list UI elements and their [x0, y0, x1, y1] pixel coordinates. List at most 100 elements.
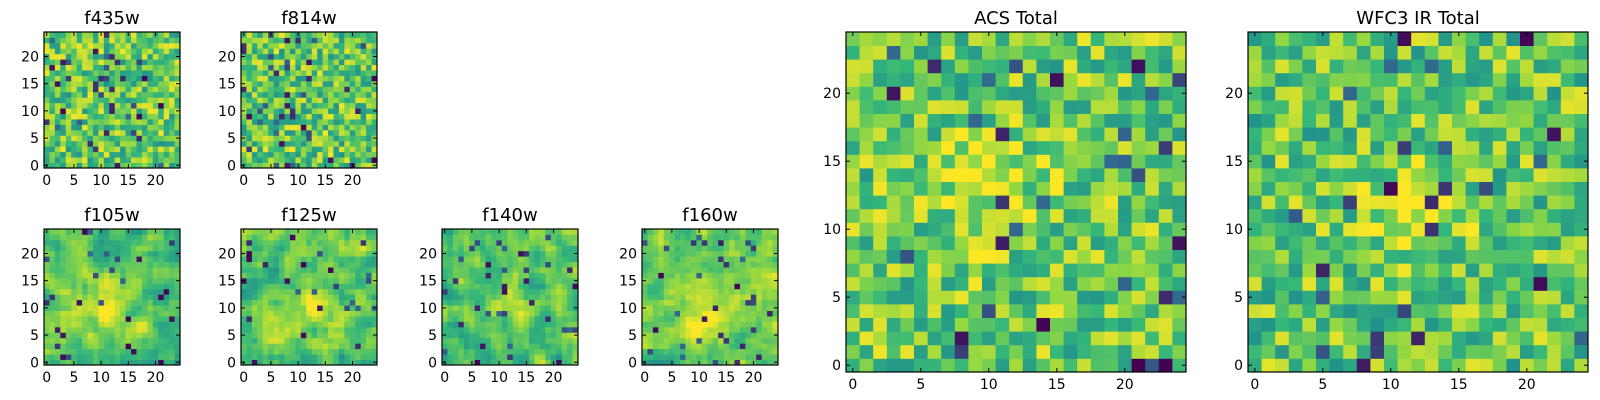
heatmap-cell	[311, 80, 318, 87]
heatmap-cell	[1438, 317, 1453, 332]
heatmap-cell	[1479, 32, 1494, 46]
heatmap-cell	[545, 343, 552, 350]
heatmap-cell	[317, 48, 323, 55]
heatmap-cell	[518, 294, 524, 301]
heatmap-cell	[71, 305, 78, 311]
heatmap-cell	[652, 348, 659, 355]
heatmap-cell	[322, 299, 329, 306]
heatmap-cell	[968, 127, 983, 142]
heatmap-cell	[92, 86, 99, 93]
heatmap-cell	[322, 59, 329, 66]
heatmap-cell	[114, 124, 121, 131]
heatmap-cell	[268, 321, 275, 328]
heatmap-cell	[1104, 290, 1119, 305]
heatmap-cell	[873, 195, 888, 210]
heatmap-cell	[685, 316, 692, 322]
heatmap-cell	[729, 294, 735, 301]
heatmap-cell	[712, 332, 719, 339]
heatmap-cell	[246, 256, 253, 263]
heatmap-cell	[1275, 222, 1290, 237]
heatmap-cell	[968, 304, 983, 318]
heatmap-cell	[114, 245, 121, 252]
heatmap-cell	[873, 290, 888, 305]
heatmap-cell	[366, 310, 372, 317]
heatmap-cell	[886, 168, 901, 182]
heatmap-cell	[262, 140, 269, 147]
heatmap-cell	[360, 348, 367, 355]
heatmap-cell	[1329, 59, 1344, 74]
heatmap-cell	[539, 245, 546, 252]
heatmap-cell	[1172, 127, 1187, 142]
heatmap-cell	[1009, 140, 1024, 155]
heatmap-cell	[120, 272, 126, 279]
heatmap-cell	[60, 53, 67, 60]
heatmap-cell	[534, 305, 541, 311]
heatmap-cell	[152, 59, 159, 66]
y-tick-label: 20	[823, 86, 841, 102]
heatmap-cell	[1356, 181, 1371, 196]
heatmap-cell	[1356, 154, 1371, 169]
heatmap-cell	[284, 299, 291, 306]
heatmap-cell	[927, 222, 942, 237]
heatmap-cell	[76, 80, 83, 87]
heatmap-cell	[328, 272, 334, 279]
heatmap-cell	[333, 70, 340, 76]
heatmap-cell	[289, 102, 296, 109]
heatmap-cell	[60, 108, 67, 114]
heatmap-cell	[125, 354, 132, 360]
heatmap-cell	[76, 108, 83, 114]
heatmap-cell	[49, 310, 56, 317]
heatmap-cell	[152, 129, 159, 136]
heatmap-cell	[1506, 86, 1521, 101]
heatmap-cell	[109, 321, 116, 328]
heatmap-cell	[658, 332, 665, 339]
heatmap-cell	[1316, 276, 1330, 291]
heatmap-cell	[49, 321, 56, 328]
heatmap-cell	[561, 337, 568, 344]
heatmap-cell	[1424, 358, 1439, 373]
heatmap-cell	[1370, 304, 1385, 318]
heatmap-cell	[927, 113, 942, 128]
heatmap-cell	[355, 108, 362, 114]
heatmap-cell	[490, 283, 497, 290]
heatmap-cell	[529, 239, 535, 246]
heatmap-cell	[44, 64, 50, 71]
heatmap-cell	[1145, 100, 1160, 114]
heatmap-cell	[289, 348, 296, 355]
heatmap-cell	[328, 135, 334, 142]
heatmap-cell	[761, 348, 768, 355]
heatmap-cell	[968, 263, 983, 278]
heatmap-cell	[1275, 113, 1290, 128]
heatmap-cell	[658, 283, 665, 290]
heatmap-cell	[745, 288, 752, 295]
heatmap-cell	[65, 146, 72, 153]
heatmap-cell	[333, 239, 340, 246]
heatmap-cell	[647, 321, 654, 328]
heatmap-cell	[49, 332, 56, 339]
heatmap-cell	[1452, 195, 1466, 210]
heatmap-cell	[311, 348, 318, 355]
heatmap-cell	[1118, 249, 1132, 264]
heatmap-cell	[1520, 32, 1534, 46]
heatmap-cell	[103, 277, 110, 284]
heatmap-cell	[1077, 222, 1092, 237]
heatmap-cell	[257, 42, 264, 49]
heatmap-cell	[262, 53, 269, 60]
heatmap-cell	[136, 157, 143, 163]
heatmap-cell	[729, 283, 735, 290]
y-tick-label: 0	[832, 358, 841, 374]
heatmap-cell	[120, 64, 126, 71]
heatmap-cell	[131, 113, 137, 120]
heatmap-cell	[1492, 263, 1507, 278]
heatmap-cell	[349, 108, 356, 114]
heatmap-cell	[141, 86, 148, 93]
heatmap-cell	[163, 124, 170, 131]
heatmap-cell	[82, 113, 88, 120]
heatmap-cell	[311, 162, 318, 169]
heatmap-cell	[131, 37, 137, 44]
heatmap-cell	[163, 277, 170, 284]
heatmap-cell	[1370, 222, 1385, 237]
heatmap-cell	[1118, 100, 1132, 114]
heatmap-cell	[968, 45, 983, 60]
heatmap-cell	[317, 229, 323, 235]
